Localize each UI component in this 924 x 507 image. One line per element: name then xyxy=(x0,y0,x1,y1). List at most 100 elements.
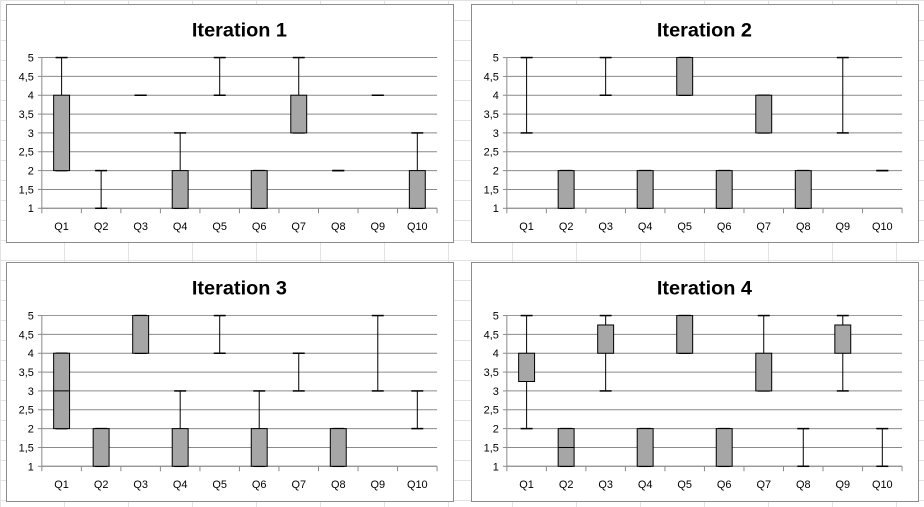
x-tick-label: Q1 xyxy=(519,479,534,491)
box-rect xyxy=(171,170,189,209)
y-tick-label: 4 xyxy=(28,348,34,360)
box-q2 xyxy=(92,427,110,468)
box-q1 xyxy=(53,56,71,172)
boxplot-iteration-3: Iteration 3 1 1,5 2 2,5 3 3,5 4 4,5 5 Q1 Q2 Q3 Q4 Q5 Q6… xyxy=(19,278,438,491)
box-q8 xyxy=(797,427,810,468)
box-q1 xyxy=(53,352,71,430)
box-q1 xyxy=(520,56,533,134)
x-tick-label: Q3 xyxy=(598,221,613,233)
box-rect xyxy=(676,57,694,96)
y-tick-label: 5 xyxy=(493,53,499,65)
y-tick-label: 2 xyxy=(28,166,34,178)
y-tick-label: 4,5 xyxy=(19,329,34,341)
y-tick-label: 4 xyxy=(493,90,499,102)
y-tick-label: 1,5 xyxy=(19,184,34,196)
box-q3 xyxy=(132,314,150,354)
x-tick-label: Q6 xyxy=(252,479,267,491)
y-tick-label: 4 xyxy=(28,90,34,102)
x-tick-label: Q2 xyxy=(94,479,109,491)
x-tick-label: Q3 xyxy=(133,479,148,491)
box-q8 xyxy=(329,427,347,468)
x-tick-label: Q1 xyxy=(519,221,534,233)
box-rect xyxy=(834,324,852,354)
y-tick-label: 2,5 xyxy=(484,405,499,417)
y-tick-label: 3 xyxy=(493,386,499,398)
box-q2 xyxy=(557,169,575,210)
x-tick-label: Q9 xyxy=(835,221,850,233)
y-tick-label: 1,5 xyxy=(484,184,499,196)
box-q4 xyxy=(171,132,189,210)
box-rect xyxy=(250,428,268,467)
y-tick-label: 5 xyxy=(28,53,34,65)
chart-title: Iteration 2 xyxy=(657,20,752,42)
box-q9 xyxy=(834,314,852,392)
x-tick-label: Q5 xyxy=(677,479,692,491)
box-q7 xyxy=(755,94,773,134)
box-q2 xyxy=(95,169,108,210)
box-q3 xyxy=(597,314,615,392)
x-tick-label: Q5 xyxy=(212,221,227,233)
x-tick-label: Q10 xyxy=(407,221,428,233)
chart-panel-iteration-2: Iteration 2 1 1,5 2 2,5 3 3,5 4 4,5 5 Q1 Q2 Q3 Q4 Q5 Q6… xyxy=(471,4,919,243)
x-tick-label: Q7 xyxy=(756,479,771,491)
x-tick-label: Q10 xyxy=(872,221,893,233)
box-q2 xyxy=(557,427,575,468)
x-tick-label: Q9 xyxy=(370,479,385,491)
x-tick-label: Q1 xyxy=(54,479,69,491)
y-tick-label: 3,5 xyxy=(484,367,499,379)
x-tick-label: Q7 xyxy=(291,221,306,233)
box-q9 xyxy=(836,56,849,134)
y-tick-label: 1 xyxy=(493,461,499,473)
box-q10 xyxy=(408,132,426,210)
y-tick-label: 5 xyxy=(493,311,499,323)
x-tick-label: Q10 xyxy=(872,479,893,491)
box-rect xyxy=(597,324,615,354)
box-q10 xyxy=(411,390,424,430)
y-tick-label: 3 xyxy=(28,386,34,398)
box-q8 xyxy=(794,169,812,210)
y-tick-label: 2,5 xyxy=(484,147,499,159)
box-rect xyxy=(518,352,536,383)
y-tick-label: 1 xyxy=(493,203,499,215)
box-rect xyxy=(755,94,773,134)
y-tick-label: 1 xyxy=(28,203,34,215)
x-tick-label: Q3 xyxy=(598,479,613,491)
box-q5 xyxy=(676,56,694,96)
y-tick-label: 1,5 xyxy=(19,442,34,454)
box-q5 xyxy=(213,314,226,354)
y-tick-label: 1,5 xyxy=(484,442,499,454)
x-tick-label: Q6 xyxy=(252,221,267,233)
box-q6 xyxy=(250,390,268,468)
box-rect xyxy=(794,170,812,209)
x-tick-label: Q8 xyxy=(796,221,811,233)
box-q9 xyxy=(371,314,384,392)
chart-panel-iteration-1: Iteration 1 1 1,5 2 2,5 3 3,5 4 4,5 5 Q1 Q2 Q3 Q4 Q5 Q6… xyxy=(6,4,454,243)
x-tick-label: Q7 xyxy=(756,221,771,233)
x-tick-label: Q9 xyxy=(370,221,385,233)
box-q7 xyxy=(290,56,308,134)
y-tick-label: 2,5 xyxy=(19,147,34,159)
y-tick-label: 3,5 xyxy=(19,367,34,379)
box-rect xyxy=(715,428,733,467)
box-q6 xyxy=(715,427,733,468)
x-tick-label: Q6 xyxy=(717,479,732,491)
y-tick-label: 3 xyxy=(28,128,34,140)
x-tick-label: Q10 xyxy=(407,479,428,491)
y-tick-label: 2,5 xyxy=(19,405,34,417)
chart-panel-iteration-3: Iteration 3 1 1,5 2 2,5 3 3,5 4 4,5 5 Q1 Q2 Q3 Q4 Q5 Q6… xyxy=(6,262,454,502)
box-rect xyxy=(676,315,694,354)
box-rect xyxy=(171,428,189,467)
gridlines xyxy=(37,57,438,209)
x-tick-label: Q8 xyxy=(331,479,346,491)
y-tick-label: 4,5 xyxy=(19,71,34,83)
y-tick-label: 1 xyxy=(28,461,34,473)
box-rect xyxy=(132,315,150,354)
box-rect xyxy=(53,94,71,172)
box-q5 xyxy=(213,56,226,96)
y-tick-label: 4 xyxy=(493,348,499,360)
chart-title: Iteration 4 xyxy=(657,278,752,300)
box-q1 xyxy=(518,314,536,430)
box-rect xyxy=(408,170,426,209)
y-tick-label: 2 xyxy=(28,424,34,436)
box-q7 xyxy=(292,352,305,392)
